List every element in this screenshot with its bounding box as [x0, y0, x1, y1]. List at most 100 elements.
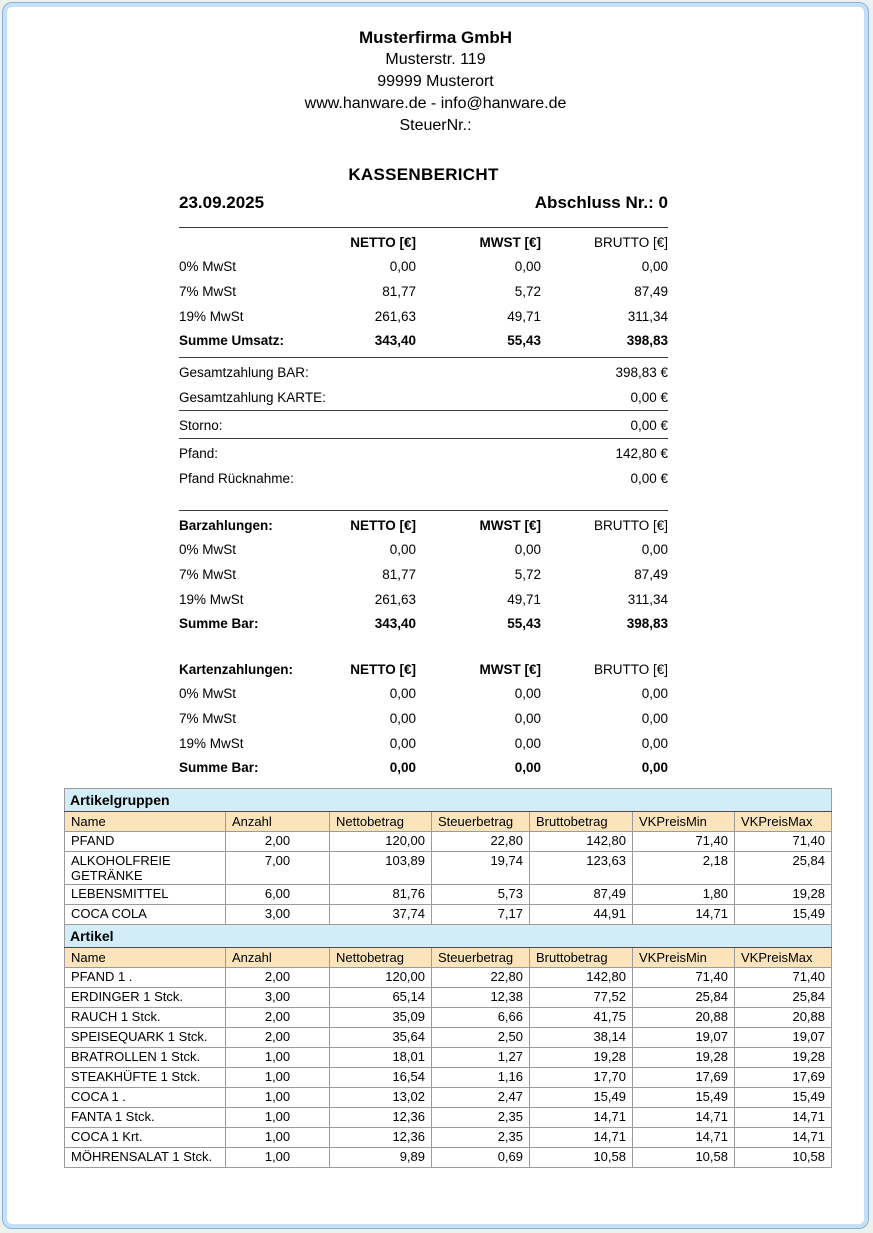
- vat-col-header: BRUTTO [€]: [593, 661, 668, 677]
- table-row: SPEISEQUARK 1 Stck. 2,00 35,64 2,50 38,14 19,…: [64, 1026, 833, 1048]
- article-value: 142,80: [529, 966, 633, 988]
- column-header: Nettobetrag: [329, 946, 432, 968]
- column-header: VKPreisMax: [733, 946, 833, 968]
- vat-value: 311,34: [627, 308, 668, 324]
- vat-col-header: NETTO [€]: [350, 661, 416, 677]
- vat-value: 81,77: [382, 566, 416, 582]
- article-name: STEAKHÜFTE 1 Stck.: [64, 1066, 226, 1088]
- vat-total-label: Summe Bar:: [179, 616, 259, 632]
- article-value: 71,40: [632, 966, 735, 988]
- table-row: BRATROLLEN 1 Stck. 1,00 18,01 1,27 19,28 19,2…: [64, 1046, 833, 1068]
- article-value: 87,49: [529, 883, 633, 905]
- article-value: 120,00: [329, 830, 432, 852]
- report-date: 23.09.2025: [179, 193, 265, 212]
- article-value: 35,09: [329, 1006, 432, 1028]
- column-header: Steuerbetrag: [431, 810, 530, 832]
- article-name: FANTA 1 Stck.: [64, 1106, 226, 1128]
- payment-value: 142,80 €: [615, 445, 668, 461]
- payment-value: 0,00 €: [630, 470, 668, 486]
- vat-rate-label: 19% MwSt: [179, 591, 244, 607]
- article-value: 71,40: [733, 966, 833, 988]
- vat-total-value: 343,40: [374, 333, 416, 349]
- vat-value: 87,49: [634, 283, 668, 299]
- article-value: 9,89: [329, 1146, 432, 1168]
- section-title-row: Artikelgruppen: [63, 787, 833, 812]
- article-value: 2,50: [431, 1026, 530, 1048]
- article-value: 120,00: [329, 966, 432, 988]
- vat-rate-label: 0% MwSt: [179, 259, 237, 275]
- article-value: 14,71: [529, 1106, 633, 1128]
- column-header: Anzahl: [225, 810, 330, 832]
- vat-header-row: NETTO [€] MWST [€] BRUTTO [€]: [179, 230, 668, 255]
- table-row: COCA 1 . 1,00 13,02 2,47 15,49 15,49 15,49: [64, 1086, 833, 1108]
- article-value: 12,38: [431, 986, 530, 1008]
- vat-rate-label: 19% MwSt: [179, 735, 244, 751]
- vat-col-header: NETTO [€]: [350, 234, 416, 250]
- article-value: 35,64: [329, 1026, 432, 1048]
- vat-value: 311,34: [627, 591, 668, 607]
- payment-label: Storno:: [179, 417, 223, 433]
- article-value: 1,80: [632, 883, 735, 905]
- vat-rate-label: 0% MwSt: [179, 542, 237, 558]
- vat-col-header: MWST [€]: [479, 234, 542, 250]
- article-value: 20,88: [733, 1006, 833, 1028]
- article-value: 1,00: [225, 1066, 330, 1088]
- article-value: 14,71: [632, 1126, 735, 1148]
- cash-payments-block: Barzahlungen: NETTO [€] MWST [€] BRUTTO [€]…: [179, 509, 668, 640]
- vat-header-row: Barzahlungen: NETTO [€] MWST [€] BRUTTO [€]: [179, 513, 668, 538]
- article-value: 123,63: [529, 850, 633, 885]
- article-value: 5,73: [431, 883, 530, 905]
- article-value: 7,17: [431, 903, 530, 925]
- vat-rate-row: 19% MwSt 261,63 49,71 311,34: [179, 587, 668, 612]
- section-title: Artikel: [63, 923, 833, 948]
- article-value: 10,58: [529, 1146, 633, 1168]
- vat-total-row: Summe Bar: 0,00 0,00 0,00: [179, 755, 668, 780]
- pfand-row: Pfand Rücknahme: 0,00 €: [179, 466, 668, 491]
- article-value: 25,84: [733, 850, 833, 885]
- column-header: Name: [64, 946, 226, 968]
- company-name: Musterfirma GmbH: [358, 28, 513, 47]
- article-name: MÖHRENSALAT 1 Stck.: [64, 1146, 226, 1168]
- payment-label: Gesamtzahlung BAR:: [179, 364, 309, 380]
- article-value: 1,27: [431, 1046, 530, 1068]
- total-payments-row: Gesamtzahlung BAR: 398,83 €: [179, 360, 668, 385]
- article-value: 3,00: [225, 986, 330, 1008]
- payment-label: Pfand Rücknahme:: [179, 470, 294, 486]
- column-header: Steuerbetrag: [431, 946, 530, 968]
- article-value: 6,00: [225, 883, 330, 905]
- vat-value: 0,00: [514, 710, 541, 726]
- card-payments-block: Kartenzahlungen: NETTO [€] MWST [€] BRUTTO …: [179, 655, 668, 784]
- article-value: 17,69: [733, 1066, 833, 1088]
- column-header: VKPreisMin: [632, 810, 735, 832]
- vat-value: 0,00: [389, 735, 416, 751]
- article-value: 25,84: [733, 986, 833, 1008]
- payment-totals: Gesamtzahlung BAR: 398,83 € Gesamtzahlung …: [179, 356, 668, 491]
- vat-col-header: NETTO [€]: [350, 517, 416, 533]
- payment-value: 398,83 €: [615, 364, 668, 380]
- vat-col-header: MWST [€]: [479, 661, 542, 677]
- vat-col-header: MWST [€]: [479, 517, 542, 533]
- vat-value: 87,49: [634, 566, 668, 582]
- article-value: 14,71: [733, 1106, 833, 1128]
- vat-rate-row: 7% MwSt 81,77 5,72 87,49: [179, 279, 668, 304]
- vat-rate-row: 19% MwSt 261,63 49,71 311,34: [179, 304, 668, 329]
- article-value: 25,84: [632, 986, 735, 1008]
- vat-total-value: 0,00: [389, 760, 416, 776]
- article-value: 1,00: [225, 1146, 330, 1168]
- article-name: RAUCH 1 Stck.: [64, 1006, 226, 1028]
- vat-rate-row: 0% MwSt 0,00 0,00 0,00: [179, 538, 668, 563]
- article-value: 1,00: [225, 1106, 330, 1128]
- article-value: 1,00: [225, 1086, 330, 1108]
- article-value: 2,00: [225, 966, 330, 988]
- article-value: 14,71: [733, 1126, 833, 1148]
- column-header: Bruttobetrag: [529, 810, 633, 832]
- article-name: COCA COLA: [64, 903, 226, 925]
- vat-col-header: BRUTTO [€]: [593, 517, 668, 533]
- vat-total-value: 0,00: [641, 760, 668, 776]
- article-value: 2,00: [225, 1006, 330, 1028]
- article-name: PFAND: [64, 830, 226, 852]
- table-row: STEAKHÜFTE 1 Stck. 1,00 16,54 1,16 17,70 17,6…: [64, 1066, 833, 1088]
- article-name: COCA 1 Krt.: [64, 1126, 226, 1148]
- payment-label: Gesamtzahlung KARTE:: [179, 389, 326, 405]
- article-value: 22,80: [431, 966, 530, 988]
